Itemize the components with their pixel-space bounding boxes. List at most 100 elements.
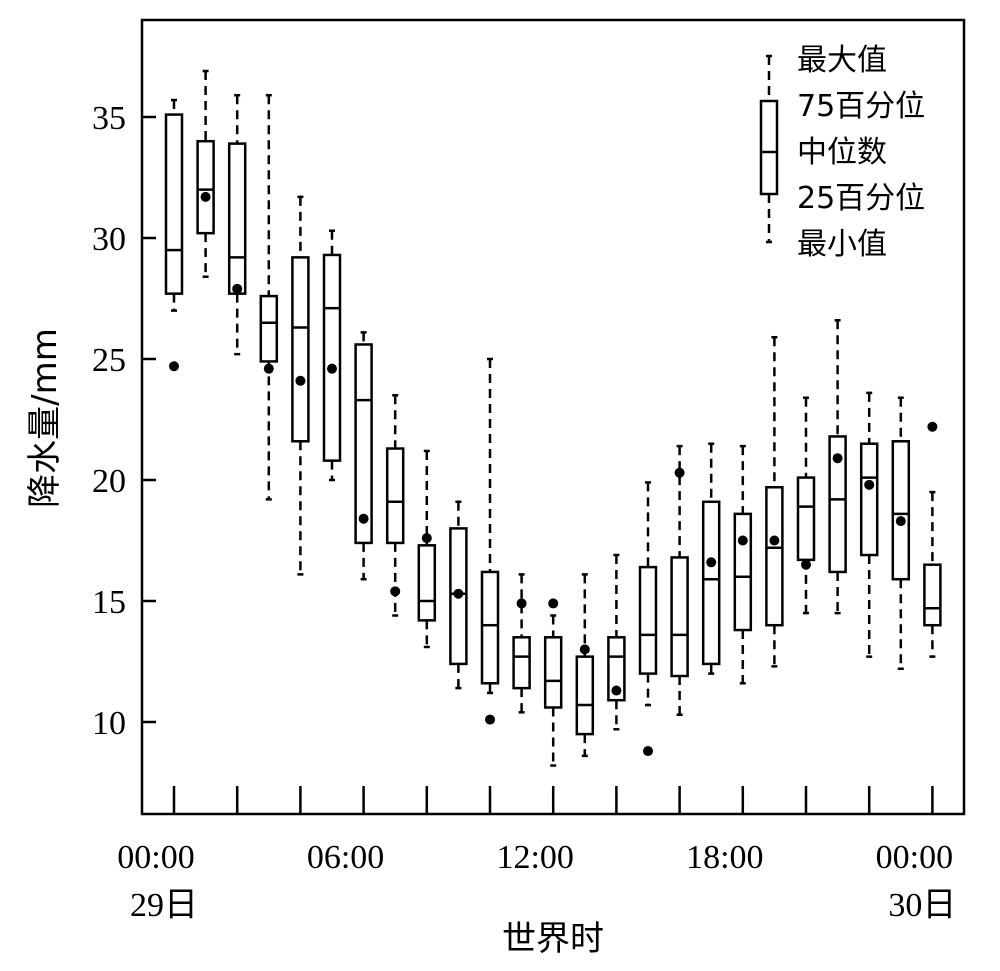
box-15 [638,481,658,757]
mean-point [832,453,843,464]
legend-label-q75: 75百分位 [797,89,925,124]
mean-point [864,479,875,490]
mean-point [579,644,590,655]
iqr-box [923,563,942,627]
iqr-box [701,500,721,666]
legend-label-min: 最小值 [797,227,887,262]
box-4 [291,195,310,576]
iqr-box [417,544,437,622]
iqr-box [575,655,595,736]
box-19 [765,335,784,668]
mean-point [200,191,211,202]
mean-point [927,421,938,432]
mean-point [421,533,432,544]
iqr-box [196,139,215,235]
box-17 [701,442,721,675]
mean-point [327,363,337,374]
box-0 [164,98,184,372]
iqr-box [733,512,753,632]
mean-point [263,363,274,374]
mean-point [611,685,622,696]
y-tick-label: 20 [92,463,126,500]
mean-point [737,535,748,546]
legend-label-max: 最大值 [797,43,887,78]
iqr-box [164,113,184,295]
x-tick-sublabel: 30日 [888,887,956,924]
x-axis-title: 世界时 [502,919,604,959]
box-10 [480,357,500,725]
iqr-box [291,256,310,443]
iqr-box [259,294,279,363]
iqr-box [796,476,816,562]
x-axis: 00:00 29日 06:00 12:00 18:00 00:00 30日 [117,786,956,924]
x-tick-label: 18:00 [686,839,763,876]
box-series [164,69,942,767]
mean-point [706,557,717,568]
mean-point [485,714,495,725]
box-8 [417,449,437,649]
box-3 [259,93,279,501]
box-7 [385,394,405,617]
legend-label-median: 中位数 [797,135,887,170]
box-21 [828,319,847,615]
box-6 [354,331,373,581]
mean-point [769,535,780,546]
box-14 [607,553,626,731]
box-12 [543,598,563,767]
iqr-box [480,570,500,685]
box-13 [575,573,595,758]
iqr-box [638,565,658,675]
box-23 [891,396,911,671]
mean-point [643,746,653,757]
mean-point [169,361,179,372]
iqr-box [859,442,879,557]
iqr-box [670,556,689,678]
mean-point [516,598,527,609]
box-9 [449,500,468,690]
mean-point [674,467,685,478]
box-24 [923,421,942,658]
legend-box [759,99,779,196]
x-tick-label: 12:00 [496,839,573,876]
mean-point [801,559,811,570]
box-11 [512,573,531,714]
box-18 [733,444,753,685]
mean-point [358,513,369,524]
iqr-box [607,636,626,702]
box-22 [859,391,879,658]
y-tick-label: 30 [92,221,126,258]
mean-point [390,586,401,597]
x-tick-label: 06:00 [307,839,384,876]
y-axis-title: 降水量/mm [25,328,65,508]
y-tick-label: 35 [92,100,126,137]
iqr-box [891,440,911,581]
mean-point [453,588,464,599]
box-16 [670,444,689,716]
legend-label-q25: 25百分位 [797,181,925,216]
x-tick-label: 00:00 [876,839,953,876]
iqr-box [543,636,563,709]
mean-point [295,375,306,386]
iqr-box [322,253,342,462]
iqr-box [354,343,373,545]
box-1 [196,69,215,278]
y-axis: 10 15 20 25 30 35 [92,100,156,742]
iqr-box [227,142,247,295]
y-tick-label: 10 [92,705,126,742]
mean-point [895,516,906,527]
x-tick-sublabel: 29日 [130,887,198,924]
x-tick-label: 00:00 [117,839,194,876]
box-5 [322,229,342,482]
iqr-box [385,447,405,545]
box-2 [227,93,247,356]
y-tick-label: 25 [92,342,126,379]
y-tick-label: 15 [92,584,126,621]
mean-point [232,283,243,294]
iqr-box [828,435,847,574]
iqr-box [765,486,784,627]
box-20 [796,396,816,615]
mean-point [548,598,559,609]
iqr-box [512,636,531,690]
